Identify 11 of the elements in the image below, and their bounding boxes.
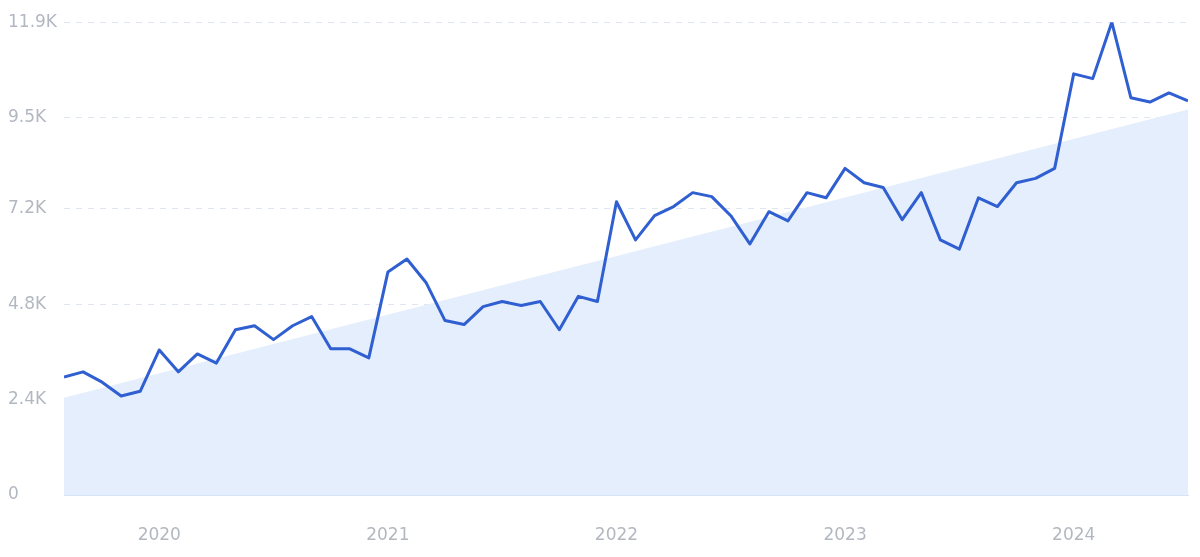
y-tick-label: 11.9K <box>8 10 58 31</box>
y-tick-label: 9.5K <box>8 105 48 126</box>
y-tick-label: 7.2K <box>8 197 48 218</box>
x-tick-label: 2023 <box>823 523 867 544</box>
x-tick-label: 2022 <box>594 523 639 544</box>
y-tick-label: 0 <box>8 483 19 504</box>
x-tick-label: 2024 <box>1052 523 1096 544</box>
y-tick-label: 4.8K <box>8 292 48 313</box>
x-tick-label: 2020 <box>137 523 181 544</box>
x-tick-label: 2021 <box>366 523 410 544</box>
y-tick-label: 2.4K <box>8 388 48 409</box>
